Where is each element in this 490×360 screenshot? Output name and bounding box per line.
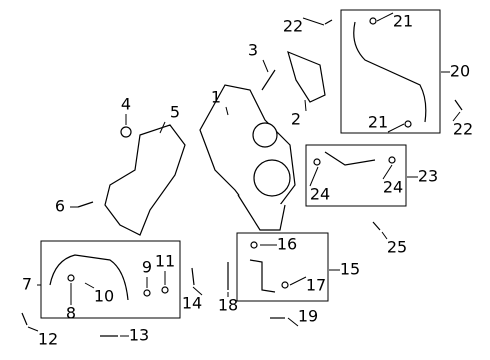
callout-label: 23 <box>418 167 438 186</box>
callout-label: 16 <box>277 235 297 254</box>
box-7 <box>40 240 181 319</box>
callout-label: 24 <box>383 178 403 197</box>
bolt-25 <box>372 221 381 231</box>
bolt-12 <box>21 312 28 326</box>
turbo-inlet <box>252 122 278 148</box>
drain-pipe <box>249 259 276 293</box>
leader-line <box>452 111 461 122</box>
oil-pipe <box>353 21 427 123</box>
leader-line <box>192 286 203 296</box>
callout-label: 11 <box>155 252 175 271</box>
leader-line <box>381 231 388 240</box>
leader-line <box>27 326 39 332</box>
nut <box>120 126 132 138</box>
callout-label: 1 <box>211 88 221 107</box>
washer <box>404 120 412 128</box>
leader-line <box>376 12 394 22</box>
callout-label: 10 <box>94 287 114 306</box>
washer <box>369 17 377 25</box>
stud <box>261 69 276 91</box>
box-15 <box>236 232 329 302</box>
leader-line <box>262 59 269 73</box>
callout-label: 3 <box>248 41 258 60</box>
washer <box>143 289 151 297</box>
group-boxes <box>40 9 441 319</box>
heat-shield <box>104 124 186 236</box>
callout-label: 18 <box>218 296 238 315</box>
leader-line <box>159 121 166 134</box>
leader-line <box>304 99 307 112</box>
washer <box>67 274 75 282</box>
bolt-6 <box>77 201 94 208</box>
callout-label: 14 <box>182 294 202 313</box>
box-23 <box>305 144 407 207</box>
return-pipe <box>49 254 129 301</box>
coolant-pipe <box>324 151 376 166</box>
washer <box>281 281 289 289</box>
box-20 <box>340 9 441 134</box>
callout-label: 2 <box>291 110 301 129</box>
washer <box>313 158 321 166</box>
callout-label: 21 <box>393 12 413 31</box>
leader-line <box>387 123 405 133</box>
callout-label: 20 <box>450 62 470 81</box>
parts <box>21 17 463 337</box>
callout-label: 22 <box>453 120 473 139</box>
callout-label: 25 <box>387 238 407 257</box>
callout-label: 12 <box>38 330 58 349</box>
callout-label: 15 <box>340 260 360 279</box>
callout-label: 17 <box>306 276 326 295</box>
leader-line <box>84 282 95 289</box>
callout-label: 22 <box>283 17 303 36</box>
callout-label: 21 <box>368 113 388 132</box>
leader-line <box>225 106 229 116</box>
callout-label: 4 <box>121 95 131 114</box>
callout-label: 6 <box>55 197 65 216</box>
turbo-housing <box>253 159 291 197</box>
washer <box>388 156 396 164</box>
callout-label: 24 <box>310 185 330 204</box>
turbo-flange <box>237 194 286 231</box>
callout-label: 5 <box>170 103 180 122</box>
leader-line <box>302 17 325 26</box>
leader-line <box>382 164 393 180</box>
bolt-22b <box>454 99 463 111</box>
leader-line <box>309 166 319 187</box>
callout-label: 13 <box>129 326 149 345</box>
leader-line <box>287 317 299 327</box>
callout-label: 7 <box>22 275 32 294</box>
bolt-14 <box>191 267 195 286</box>
callout-label: 9 <box>142 258 152 277</box>
bolt-22 <box>324 19 333 25</box>
washer <box>161 286 169 294</box>
callout-label: 19 <box>298 307 318 326</box>
washer <box>250 241 258 249</box>
leader-line <box>289 276 307 286</box>
gasket <box>287 50 326 103</box>
callout-label: 8 <box>66 304 76 323</box>
